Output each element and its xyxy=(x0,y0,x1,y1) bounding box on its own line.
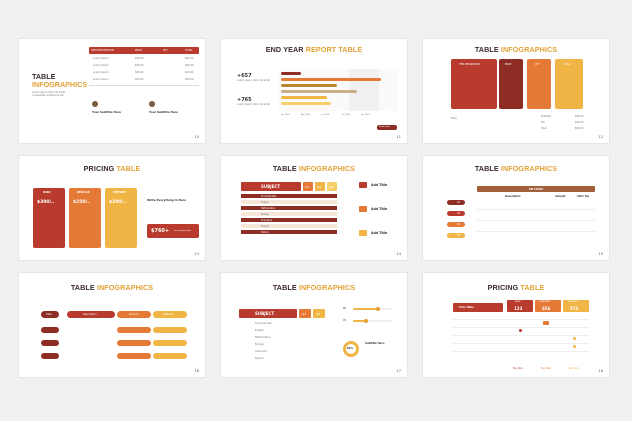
column-amount xyxy=(117,311,151,318)
column-description xyxy=(67,311,115,318)
column-price xyxy=(499,59,523,109)
slide-title: TABLE INFOGRAPHICS xyxy=(32,72,88,89)
slider-handle[interactable] xyxy=(364,319,368,323)
gantt-bar xyxy=(281,102,331,105)
divider-line xyxy=(89,85,199,86)
price-table-label xyxy=(453,303,503,312)
slide-13[interactable]: PRICING TABLE BASIC REGULAR PREMIUM $300… xyxy=(18,155,206,261)
buy-now-button[interactable]: Buy Now xyxy=(569,367,579,370)
gantt-bar xyxy=(281,90,357,93)
plan-basic-card xyxy=(33,188,65,248)
column-subtotal xyxy=(153,311,187,318)
check-mark-icon xyxy=(543,321,549,325)
slide-title: TABLE INFOGRAPHICS xyxy=(70,283,154,292)
add-title-icon xyxy=(359,206,367,212)
column-standard xyxy=(535,300,561,312)
body-text: Lorem ipsum dolor sit amet consectetur a… xyxy=(32,91,65,97)
gantt-bar xyxy=(281,96,327,99)
slide-18[interactable]: PRICING TABLE Price Table BASIC STANDARD… xyxy=(422,272,610,378)
slide-10[interactable]: TABLE INFOGRAPHICS Lorem ipsum dolor sit… xyxy=(18,38,206,144)
table-header xyxy=(89,47,199,54)
column-qty xyxy=(527,59,551,109)
plan-regular-card xyxy=(69,188,101,248)
slider-handle[interactable] xyxy=(376,307,380,311)
gantt-bar xyxy=(281,78,381,81)
slide-15[interactable]: TABLE INFOGRAPHICS PIE CHART Description… xyxy=(422,155,610,261)
slider-track[interactable] xyxy=(353,320,393,322)
slide-title: PRICING TABLE xyxy=(487,283,545,292)
circle-icon xyxy=(92,101,98,107)
slide-12[interactable]: TABLE INFOGRAPHICS ITEM DESCRIPTION PRIC… xyxy=(422,38,610,144)
gantt-bar xyxy=(281,84,337,87)
slide-title: END YEAR REPORT TABLE xyxy=(265,45,363,54)
circle-icon xyxy=(149,101,155,107)
subject-header xyxy=(239,309,297,318)
buy-now-button[interactable]: Buy Now xyxy=(541,367,551,370)
add-title-icon xyxy=(359,182,367,188)
check-mark-icon xyxy=(573,337,576,340)
column-basic xyxy=(507,300,533,312)
column-premium xyxy=(563,300,589,312)
slide-title: TABLE INFOGRAPHICS xyxy=(474,45,558,54)
column-description xyxy=(451,59,497,109)
slide-title: TABLE INFOGRAPHICS xyxy=(272,164,356,173)
buy-now-button[interactable]: Buy Now xyxy=(513,367,523,370)
plan-premium-card xyxy=(105,188,137,248)
column-total xyxy=(555,59,583,109)
slide-title: TABLE INFOGRAPHICS xyxy=(272,283,356,292)
slide-17[interactable]: TABLE INFOGRAPHICS SUBJECT Q1 Q2 Social … xyxy=(220,272,408,378)
subject-header xyxy=(241,182,301,191)
column-date xyxy=(41,311,59,318)
read-more-button[interactable] xyxy=(377,125,397,130)
gantt-bar xyxy=(281,72,301,75)
slide-title: PRICING TABLE xyxy=(83,164,141,173)
slide-16[interactable]: TABLE INFOGRAPHICS Date Description Amou… xyxy=(18,272,206,378)
add-title-icon xyxy=(359,230,367,236)
donut-chart xyxy=(343,341,359,357)
check-mark-icon xyxy=(573,345,576,348)
slide-14[interactable]: TABLE INFOGRAPHICS SUBJECT Q1 Q2 Q3 Soci… xyxy=(220,155,408,261)
pie-chart-header xyxy=(477,186,595,192)
total-box xyxy=(147,224,199,238)
check-mark-icon xyxy=(519,329,522,332)
slide-title: TABLE INFOGRAPHICS xyxy=(474,164,558,173)
slide-11[interactable]: END YEAR REPORT TABLE +657 Lorem ipsum d… xyxy=(220,38,408,144)
